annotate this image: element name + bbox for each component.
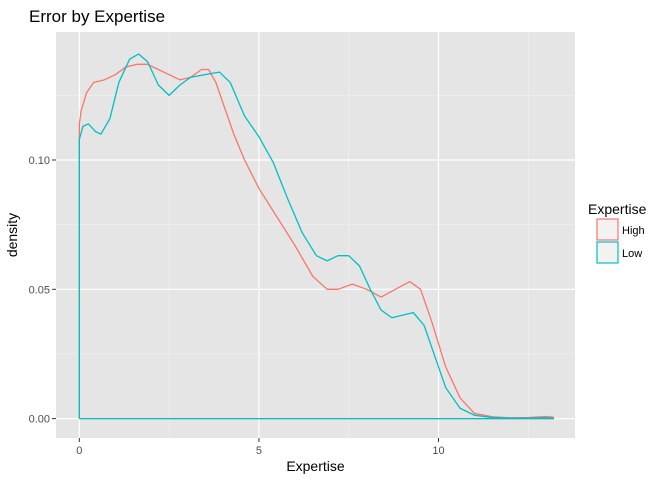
- y-axis: 0.00 0.05 0.10: [29, 155, 56, 426]
- plot-panel: [56, 32, 575, 438]
- x-axis-title: Expertise: [286, 458, 345, 474]
- x-tick-label: 10: [432, 445, 444, 457]
- grid-minor: [56, 32, 575, 438]
- y-tick-label: 0.10: [29, 155, 50, 167]
- legend-key-low: [596, 241, 619, 264]
- chart-title: Error by Expertise: [29, 7, 165, 26]
- y-tick-label: 0.00: [29, 414, 50, 426]
- legend-label-high: High: [622, 225, 645, 237]
- legend-title: Expertise: [588, 201, 647, 217]
- legend-key-high: [596, 218, 619, 241]
- y-tick-label: 0.05: [29, 284, 50, 296]
- series-layer: [78, 53, 555, 420]
- y-axis-title: density: [4, 213, 20, 257]
- x-axis: 0 5 10: [76, 438, 445, 457]
- density-line-low: [78, 53, 555, 420]
- x-tick-label: 5: [256, 445, 262, 457]
- legend: Expertise High Low: [588, 201, 647, 264]
- x-tick-label: 0: [76, 445, 82, 457]
- legend-label-low: Low: [622, 248, 642, 260]
